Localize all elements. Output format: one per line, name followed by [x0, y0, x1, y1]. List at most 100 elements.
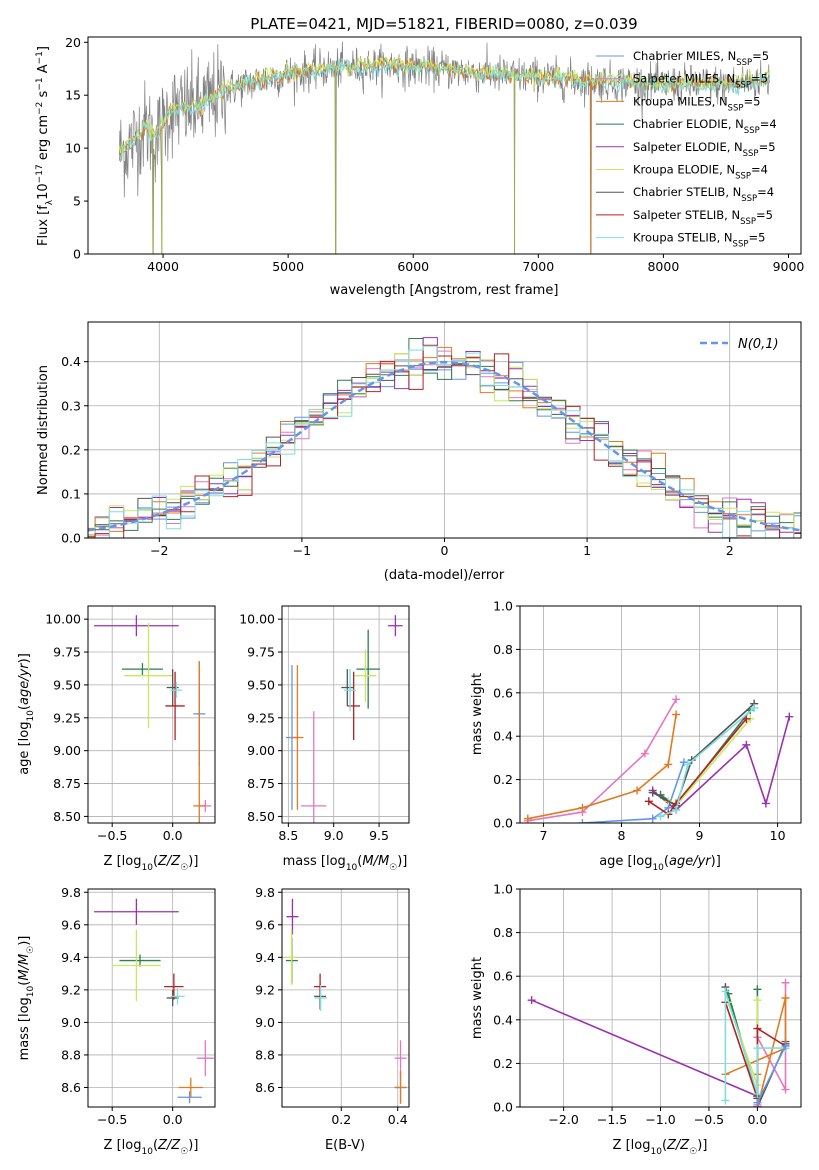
- y-tick-label: 8.8: [255, 1047, 275, 1062]
- y-axis-label: mass weight: [470, 673, 485, 755]
- label-part: )]: [17, 653, 32, 663]
- plot-area: [94, 615, 212, 823]
- weight-series-line: [724, 991, 786, 1101]
- label-part: (: [153, 854, 158, 869]
- figure-title: PLATE=0421, MJD=51821, FIBERID=0080, z=0…: [250, 15, 637, 33]
- y-tick-label: 0.1: [61, 486, 81, 501]
- plot-area: [527, 978, 790, 1107]
- y-tick-label: 9.50: [53, 677, 81, 692]
- legend-text: Salpeter STELIB, N: [633, 208, 740, 222]
- label-part: 10: [346, 863, 358, 873]
- histogram-series: [88, 350, 801, 538]
- y-tick-label: 0.6: [493, 685, 513, 700]
- panel-age_vs_Z: −0.5 0.0 8.50 8.75 9.00 9.25 9.50 9.75 10.00 Z [l…: [17, 605, 216, 873]
- weight-point-marker: [785, 712, 794, 721]
- panel-age_vs_mass: 8.5 9.0 9.5 8.50 8.75 9.00 9.25 9.50 9.75 10.00 ma…: [239, 605, 410, 873]
- legend-label: N(0,1): [738, 337, 779, 352]
- weight-point-marker: [781, 1041, 790, 1050]
- weight-series-line: [660, 707, 755, 818]
- legend-text: Salpeter MILES, N: [633, 72, 735, 86]
- legend-text: Kroupa STELIB, N: [633, 231, 733, 245]
- x-tick-label: −2.0: [548, 1112, 578, 1127]
- legend-label: Kroupa MILES, NSSP=5: [633, 94, 760, 113]
- label-part: )]: [17, 936, 32, 946]
- panel-mass_vs_ebv: 0.2 0.4 8.6 8.8 9.0 9.2 9.4 9.6 9.8 E(B-V): [255, 885, 410, 1153]
- y-tick-label: 9.6: [61, 917, 81, 932]
- legend-text: =5: [756, 208, 773, 222]
- y-tick-label: 9.25: [53, 710, 81, 725]
- x-tick-label: 1: [583, 543, 591, 558]
- weight-point-marker: [753, 1044, 762, 1053]
- x-tick-label: 7: [539, 828, 547, 843]
- label-part: (: [153, 1138, 158, 1153]
- y-tick-label: 9.0: [255, 1015, 275, 1030]
- weight-point-marker: [721, 1096, 730, 1105]
- label-part: 10: [652, 863, 664, 873]
- plot-area: [285, 615, 403, 823]
- legend-label: Chabrier ELODIE, NSSP=4: [633, 117, 777, 136]
- legend-text: =4: [751, 163, 768, 177]
- weight-point-marker: [672, 710, 681, 719]
- x-tick-label: 5000: [272, 259, 304, 274]
- axes-frame: [519, 605, 802, 824]
- x-axis-label: age [log10(age/yr)]: [599, 854, 721, 873]
- legend-text: Chabrier STELIB, N: [633, 185, 741, 199]
- label-part: 10: [650, 1147, 662, 1157]
- y-tick-label: 8.50: [247, 809, 275, 824]
- y-axis-label: Flux [fλ10−17 erg cm−2 s−1 A−1]: [35, 46, 55, 246]
- label-part: age/yr: [17, 662, 32, 705]
- y-tick-label: 9.25: [247, 710, 275, 725]
- x-tick-label: 0.0: [163, 1112, 183, 1127]
- x-tick-label: 10: [770, 828, 786, 843]
- y-tick-label: 9.2: [61, 982, 81, 997]
- weight-point-marker: [527, 996, 536, 1005]
- y-tick-label: 9.8: [61, 885, 81, 900]
- x-tick-label: 9.0: [324, 828, 344, 843]
- x-tick-label: −1: [293, 543, 311, 558]
- legend-text: Chabrier MILES, N: [633, 49, 736, 63]
- label-part: Z/Z: [666, 1138, 690, 1153]
- weight-point-marker: [753, 1098, 762, 1107]
- x-tick-label: 0.4: [388, 1112, 408, 1127]
- label-part: 10: [26, 710, 36, 722]
- label-part: 10: [36, 183, 51, 200]
- label-part: 10: [141, 863, 153, 873]
- label-part: )]: [188, 1138, 198, 1153]
- weight-point-marker: [664, 760, 673, 769]
- weight-point-marker: [753, 1089, 762, 1098]
- y-tick-label: 15: [65, 88, 81, 103]
- axes-frame: [87, 605, 216, 824]
- x-tick-label: 7000: [522, 259, 554, 274]
- y-tick-label: 8.8: [61, 1047, 81, 1062]
- y-tick-label: 9.6: [255, 917, 275, 932]
- legend-text: =5: [751, 72, 768, 86]
- legend-label: Kroupa STELIB, NSSP=5: [633, 231, 765, 250]
- weight-point-marker: [761, 799, 770, 808]
- weight-point-marker: [721, 987, 730, 996]
- legend-subscript: SSP: [735, 81, 751, 91]
- y-tick-label: 8.6: [255, 1080, 275, 1095]
- x-axis-label: E(B-V): [325, 1138, 365, 1153]
- label-part: Flux [f: [36, 205, 51, 246]
- label-part: (: [662, 1138, 667, 1153]
- label-part: A: [36, 64, 51, 77]
- panel-weight_vs_Z: −2.0 −1.5 −1.0 −0.5 0.0 0.0 0.2 0.4 0.6 0.8 1.0 Z […: [470, 882, 802, 1157]
- y-tick-label: 9.00: [53, 743, 81, 758]
- plot-area: [88, 337, 801, 538]
- y-tick-label: 0.4: [493, 729, 513, 744]
- x-tick-label: 0.2: [331, 1112, 351, 1127]
- label-part: (: [664, 854, 669, 869]
- y-tick-label: 0.3: [61, 398, 81, 413]
- label-part: −1: [35, 77, 45, 90]
- y-tick-label: 9.75: [53, 645, 81, 660]
- y-tick-label: 9.4: [255, 950, 275, 965]
- weight-series-line: [531, 999, 758, 1097]
- axes-frame: [281, 605, 410, 824]
- x-tick-label: 8000: [647, 259, 679, 274]
- x-tick-label: −0.5: [97, 828, 127, 843]
- weight-point-marker: [656, 812, 665, 821]
- legend-subscript: SSP: [740, 217, 756, 227]
- label-part: −1: [35, 51, 45, 64]
